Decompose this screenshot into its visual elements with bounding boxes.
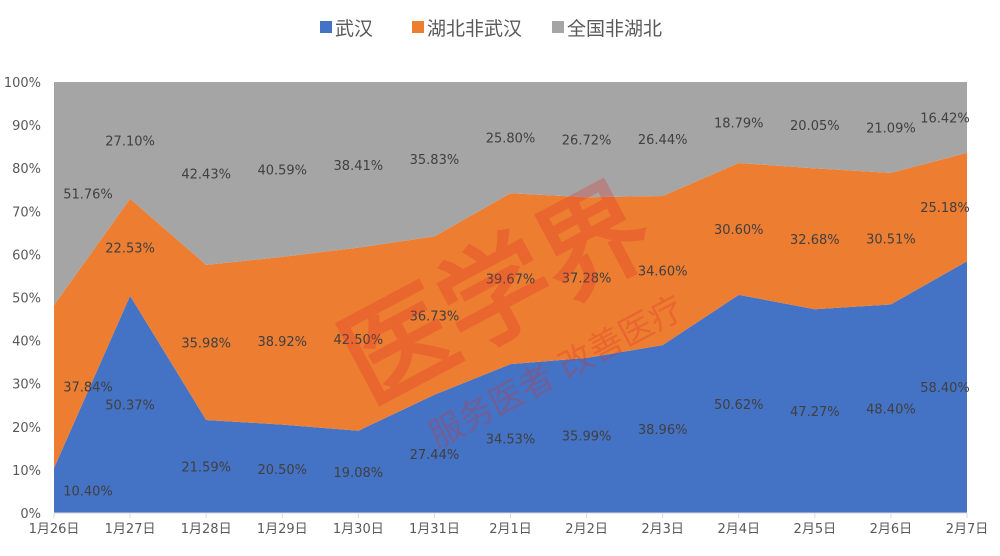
data-label: 37.28% [562,272,612,287]
y-tick-label: 20% [12,421,41,436]
data-label: 19.08% [334,466,384,481]
data-label: 48.40% [866,403,916,418]
y-tick-label: 90% [12,119,41,134]
data-label: 38.92% [257,335,307,350]
data-label: 26.44% [638,133,688,148]
area-3 [54,82,967,306]
data-label: 26.72% [562,134,612,149]
data-label: 42.50% [334,333,384,348]
data-label: 35.98% [181,336,231,351]
data-label: 25.80% [486,132,536,147]
data-label: 21.59% [181,460,231,475]
x-tick-label: 2月6日 [870,522,913,537]
x-tick-label: 2月1日 [489,522,532,537]
data-label: 16.42% [920,111,970,126]
y-tick-label: 40% [12,335,41,350]
x-tick-label: 2月7日 [946,522,989,537]
x-tick-label: 1月27日 [105,522,156,537]
y-tick-label: 60% [12,248,41,263]
data-label: 42.43% [181,167,231,182]
legend-label: 武汉 [335,18,373,40]
x-tick-label: 1月28日 [181,522,232,537]
data-label: 22.53% [105,241,155,256]
data-label: 50.37% [105,398,155,413]
data-label: 20.05% [790,119,840,134]
data-label: 21.09% [866,121,916,136]
x-tick-label: 2月5日 [794,522,837,537]
data-label: 20.50% [257,463,307,478]
data-label: 10.40% [63,485,113,500]
x-tick-label: 1月26日 [29,522,80,537]
data-label: 34.60% [638,265,688,280]
data-label: 50.62% [714,398,764,413]
data-label: 25.18% [920,201,970,216]
data-label: 35.83% [410,153,460,168]
x-tick-label: 2月2日 [565,522,608,537]
data-label: 32.68% [790,233,840,248]
area-2 [54,152,967,469]
data-label: 27.44% [410,448,460,463]
data-label: 35.99% [562,429,612,444]
x-tick-label: 1月30日 [333,522,384,537]
y-tick-label: 100% [4,76,41,91]
data-label: 34.53% [486,433,536,448]
data-label: 18.79% [714,116,764,131]
data-label: 30.60% [714,223,764,238]
plot-area [54,82,967,513]
x-tick-label: 1月29日 [257,522,308,537]
y-tick-label: 50% [12,292,41,307]
data-label: 27.10% [105,134,155,149]
data-label: 38.96% [638,423,688,438]
data-label: 30.51% [866,233,916,248]
data-label: 40.59% [257,163,307,178]
legend-label: 全国非湖北 [567,18,662,40]
y-tick-label: 10% [12,464,41,479]
data-label: 47.27% [790,405,840,420]
data-label: 39.67% [486,273,536,288]
x-tick-label: 1月31日 [409,522,460,537]
legend-label: 湖北非武汉 [427,18,522,40]
data-label: 37.84% [63,381,113,396]
data-label: 36.73% [410,310,460,325]
legend-swatch [552,21,564,33]
y-tick-label: 0% [20,507,41,522]
y-tick-label: 30% [12,378,41,393]
x-tick-label: 2月3日 [641,522,684,537]
area-1 [54,261,967,513]
x-tick-label: 2月4日 [717,522,760,537]
data-label: 58.40% [920,381,970,396]
legend-swatch [412,21,424,33]
y-tick-label: 80% [12,162,41,177]
data-label: 38.41% [334,159,384,174]
y-tick-label: 70% [12,205,41,220]
legend-swatch [320,21,332,33]
data-label: 51.76% [63,188,113,203]
